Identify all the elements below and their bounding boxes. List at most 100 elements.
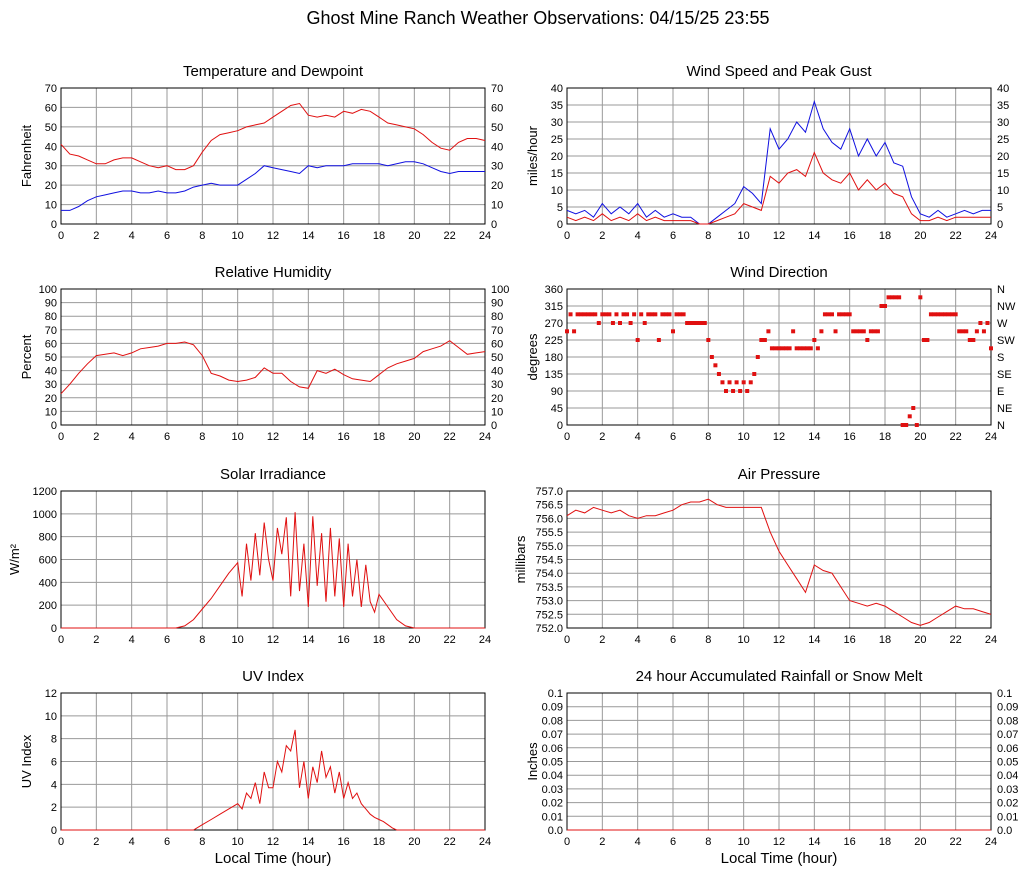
x-tick-label: 4: [635, 634, 641, 646]
y-tick-label: 50: [45, 122, 57, 134]
direction-point: [731, 389, 736, 393]
right-y-tick-label: NW: [997, 301, 1016, 313]
right-y-tick-label: 50: [491, 352, 503, 364]
plot-frame: [566, 490, 992, 629]
chart-title: Wind Direction: [730, 264, 828, 281]
y-tick-label: 0.02: [542, 798, 563, 810]
direction-point: [738, 389, 743, 393]
direction-point: [769, 346, 774, 351]
y-tick-label: 315: [545, 301, 563, 313]
right-y-tick-label: 15: [997, 168, 1009, 180]
right-y-tick-label: 100: [491, 284, 509, 296]
x-tick-label: 8: [199, 230, 205, 242]
direction-point: [943, 312, 948, 317]
y-axis-label: Inches: [525, 742, 540, 781]
x-tick-label: 10: [232, 431, 244, 443]
direction-point: [805, 346, 810, 351]
y-axis-label: UV Index: [19, 734, 34, 788]
x-tick-label: 10: [232, 634, 244, 646]
direction-point: [844, 312, 849, 317]
direction-point: [883, 304, 887, 308]
x-tick-label: 4: [635, 230, 641, 242]
y-tick-label: 200: [39, 600, 57, 612]
x-tick-label: 2: [93, 431, 99, 443]
y-tick-label: 0.09: [542, 702, 563, 714]
y-tick-label: 225: [545, 335, 563, 347]
direction-point: [957, 329, 962, 334]
plot-frame: [60, 692, 486, 831]
direction-point: [610, 321, 615, 325]
y-tick-label: 20: [45, 180, 57, 192]
y-tick-label: 100: [39, 284, 57, 296]
direction-point: [964, 329, 969, 334]
x-tick-label: 2: [599, 836, 605, 848]
temp-series-line-0: [60, 102, 486, 171]
x-tick-label: 14: [808, 634, 820, 646]
x-tick-label: 12: [267, 431, 279, 443]
right-y-tick-label: E: [997, 386, 1004, 398]
direction-point: [699, 321, 704, 325]
right-y-tick-label: N: [997, 420, 1005, 432]
x-tick-label: 14: [808, 230, 820, 242]
right-y-tick-label: 0.03: [997, 784, 1018, 796]
right-y-tick-label: 0.02: [997, 798, 1018, 810]
x-tick-label: 10: [738, 634, 750, 646]
x-tick-label: 20: [914, 230, 926, 242]
direction-point: [649, 312, 654, 317]
y-tick-label: 754.5: [535, 555, 563, 567]
x-tick-label: 8: [705, 634, 711, 646]
right-y-tick-label: 50: [491, 122, 503, 134]
direction-point: [614, 312, 619, 317]
right-y-tick-label: 60: [491, 102, 503, 114]
direction-point: [678, 312, 683, 317]
x-tick-label: 20: [914, 431, 926, 443]
x-tick-label: 14: [302, 634, 314, 646]
y-axis-label: Percent: [19, 334, 34, 379]
y-tick-label: 756.5: [535, 500, 563, 512]
direction-point: [621, 312, 626, 317]
temp-series-line-1: [61, 161, 485, 211]
x-tick-label: 18: [373, 230, 385, 242]
y-tick-label: 755.0: [535, 541, 563, 553]
direction-point: [575, 312, 580, 317]
plot-frame: [566, 87, 992, 225]
pressure-chart: 0 2 4 6 8 10 12 14 16 18 20 22 24752.0752.5753.0753.…: [513, 466, 997, 646]
y-tick-label: 5: [557, 202, 563, 214]
y-tick-label: 756.0: [535, 513, 563, 525]
y-tick-label: 8: [51, 734, 57, 746]
pressure-series-line-0: [566, 498, 992, 626]
x-tick-label: 6: [164, 836, 170, 848]
right-y-tick-label: 0.1: [997, 688, 1012, 700]
x-tick-label: 8: [705, 230, 711, 242]
x-tick-label: 8: [199, 431, 205, 443]
direction-point: [593, 312, 598, 317]
chart-title: Air Pressure: [738, 466, 821, 483]
direction-point: [607, 312, 612, 317]
right-y-tick-label: 25: [997, 134, 1009, 146]
x-tick-label: 2: [599, 230, 605, 242]
y-tick-label: 90: [551, 386, 563, 398]
y-tick-label: 0.01: [542, 811, 563, 823]
direction-point: [625, 312, 630, 317]
y-tick-label: 10: [45, 711, 57, 723]
right-y-tick-label: 10: [491, 200, 503, 212]
x-tick-label: 16: [338, 836, 350, 848]
direction-point: [989, 346, 993, 351]
x-tick-label: 22: [950, 836, 962, 848]
y-axis-label: degrees: [525, 333, 540, 380]
direction-point: [741, 380, 746, 385]
x-tick-label: 24: [479, 230, 491, 242]
right-y-tick-label: 0.04: [997, 770, 1018, 782]
x-tick-label: 24: [479, 431, 491, 443]
y-tick-label: 45: [551, 403, 563, 415]
x-tick-label: 16: [338, 634, 350, 646]
y-tick-label: 0.07: [542, 729, 563, 741]
direction-point: [681, 312, 686, 317]
right-y-tick-label: 0.08: [997, 715, 1018, 727]
x-tick-label: 18: [879, 634, 891, 646]
x-tick-label: 16: [844, 836, 856, 848]
direction-point: [716, 372, 721, 376]
direction-point: [939, 312, 944, 317]
direction-point: [727, 380, 732, 385]
